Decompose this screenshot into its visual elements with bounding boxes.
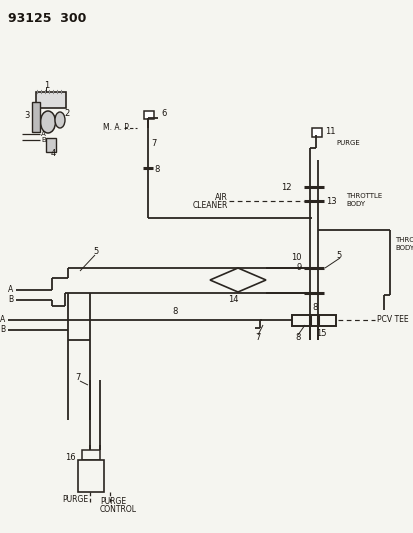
Bar xyxy=(291,315,335,326)
Text: 8: 8 xyxy=(294,333,300,342)
Text: 5: 5 xyxy=(335,251,340,260)
Bar xyxy=(46,138,56,152)
Text: 3: 3 xyxy=(24,111,29,120)
Text: 12: 12 xyxy=(281,182,291,191)
Ellipse shape xyxy=(40,111,55,133)
Text: 11: 11 xyxy=(324,127,335,136)
Text: CONTROL: CONTROL xyxy=(100,505,137,514)
Text: BODY: BODY xyxy=(345,201,364,207)
Text: 13: 13 xyxy=(325,197,336,206)
Text: 15: 15 xyxy=(315,328,326,337)
Text: B: B xyxy=(8,295,13,304)
Text: 93125  300: 93125 300 xyxy=(8,12,86,25)
Text: M. A. P.: M. A. P. xyxy=(103,124,130,133)
Text: 10: 10 xyxy=(291,254,301,262)
Text: 1: 1 xyxy=(44,80,49,90)
Text: 8: 8 xyxy=(311,303,317,311)
Bar xyxy=(82,450,100,460)
Text: CLEANER: CLEANER xyxy=(192,200,228,209)
Text: 2: 2 xyxy=(64,109,69,118)
Text: 14: 14 xyxy=(228,295,238,304)
Text: PURGE: PURGE xyxy=(62,496,88,505)
Text: A: A xyxy=(0,316,5,325)
Text: 16: 16 xyxy=(65,454,76,463)
Text: 7: 7 xyxy=(75,374,80,383)
Bar xyxy=(144,111,154,119)
Bar xyxy=(32,102,40,132)
Bar xyxy=(36,92,66,108)
Text: 5: 5 xyxy=(93,247,98,256)
Text: A: A xyxy=(41,131,46,137)
Polygon shape xyxy=(209,268,266,292)
Text: 7: 7 xyxy=(254,333,260,342)
Bar xyxy=(311,128,321,137)
Text: B: B xyxy=(41,137,46,143)
Text: PURGE: PURGE xyxy=(335,140,359,146)
Text: B: B xyxy=(0,326,5,335)
Text: PURGE: PURGE xyxy=(100,497,126,506)
Ellipse shape xyxy=(55,112,65,128)
Bar xyxy=(78,460,104,492)
Text: BODY: BODY xyxy=(394,245,413,251)
Text: 4: 4 xyxy=(51,149,56,158)
Text: PCV TEE: PCV TEE xyxy=(376,316,408,325)
Text: 8: 8 xyxy=(172,308,177,317)
Text: THROTTLE: THROTTLE xyxy=(394,237,413,243)
Text: 7: 7 xyxy=(151,139,156,148)
Text: THROTTLE: THROTTLE xyxy=(345,193,381,199)
Text: 6: 6 xyxy=(161,109,166,118)
Text: 8: 8 xyxy=(154,166,159,174)
Text: 9: 9 xyxy=(296,263,301,272)
Text: AIR: AIR xyxy=(215,192,228,201)
Text: A: A xyxy=(8,286,13,295)
